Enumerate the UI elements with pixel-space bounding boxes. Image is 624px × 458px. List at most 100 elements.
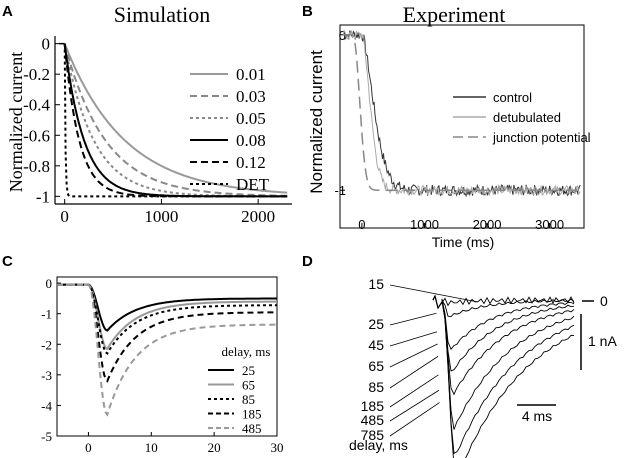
panel-d-trace-label: 85: [368, 379, 384, 395]
panel-a-legend-label: DET: [236, 175, 270, 194]
panel-d-trace-785: [432, 294, 575, 458]
panel-c-series-65: [57, 283, 277, 351]
panel-a-legend-label: 0.05: [236, 109, 266, 128]
panel-c-xtick-label: 0: [85, 440, 92, 455]
panel-b-series-junction-potential: [343, 34, 581, 191]
panel-d-trace-label: 485: [361, 412, 385, 428]
panel-c-ytick-label: -2: [41, 337, 52, 352]
panel-b-legend: control detubulated junction potential: [453, 90, 591, 145]
panel-a-ytick-label: -0.2: [23, 65, 50, 84]
panel-d-zero-label: 0: [600, 293, 608, 309]
panel-a-legend-label: 0.03: [236, 87, 266, 106]
panel-c-xtick-label: 10: [145, 440, 158, 455]
panel-b-xtick-label: 2000: [473, 217, 502, 232]
panel-d-trace-label: 15: [368, 276, 384, 292]
panel-a-ytick-label: -0.8: [23, 157, 50, 176]
panel-b-legend-label: junction potential: [492, 130, 591, 145]
panel-a-ytick-label: -1: [36, 187, 50, 206]
panel-a-xtick-label: 0: [60, 207, 69, 226]
panel-b-frame: [339, 24, 585, 229]
panel-d-trace-label: 185: [361, 398, 385, 414]
panel-c-axes: 0 -1 -2 -3 -4 -5 0 10 20 30: [41, 276, 283, 455]
panel-a-axes: 0 -0.2 -0.4 -0.6 -0.8 -1 0 1000 2000: [23, 35, 292, 226]
panel-c-xtick-label: 30: [271, 440, 284, 455]
panel-letter-c: C: [2, 253, 13, 270]
panel-d-plot: [432, 294, 575, 458]
panel-d-leader-485: [389, 389, 440, 422]
panel-a-series-0.03: [63, 43, 288, 197]
panel-c-ytick-label: -1: [41, 307, 52, 322]
panel-c-legend-label: 25: [242, 363, 255, 378]
panel-c-series-485: [57, 283, 277, 417]
panel-a-xtick-label: 2000: [241, 207, 275, 226]
panel-b-xlabel: Time (ms): [432, 234, 494, 250]
panel-c-ytick-label: -4: [41, 398, 52, 413]
panel-b-series-detubulated: [342, 29, 581, 197]
panel-a-series-DET: [63, 43, 288, 198]
panel-a-ytick-label: -0.4: [23, 96, 50, 115]
panel-d-legend-title: delay, ms: [349, 437, 408, 453]
panel-a-legend-label: 0.08: [236, 131, 266, 150]
panel-d-trace-85: [432, 294, 575, 396]
panel-b-title: Experiment: [403, 2, 506, 27]
panel-c-legend-label: 185: [242, 407, 262, 422]
panel-c-ytick-label: -3: [41, 368, 52, 383]
panel-b-ytick-label: -1: [334, 183, 346, 198]
panel-b-ylabel: Normalized current: [307, 50, 326, 194]
panel-c-plot: [57, 283, 277, 417]
panel-b-xtick-label: 3000: [535, 217, 564, 232]
panel-d-time-scalebar-label: 4 ms: [522, 408, 552, 424]
panel-a-legend: 0.01 0.03 0.05 0.08 0.12 DET: [190, 65, 270, 194]
panel-letter-a: A: [2, 3, 13, 20]
panel-a-ytick-label: 0: [42, 35, 51, 54]
panel-b: B Experiment Normalized current Time (ms…: [302, 2, 591, 250]
panel-c-legend-title: delay, ms: [222, 344, 271, 359]
panel-d-leader-25: [389, 312, 437, 326]
panel-c-legend-label: 65: [242, 378, 255, 393]
panel-c-series-85: [57, 283, 277, 355]
panel-d-trace-label: 65: [368, 358, 384, 374]
panel-d-leader-785: [389, 402, 440, 437]
panel-a-ylabel: Normalized current: [6, 52, 26, 192]
panel-a-title: Simulation: [114, 2, 211, 27]
panel-d-leader-85: [389, 356, 439, 389]
panel-d-leader-65: [389, 343, 438, 368]
panel-a-xtick-label: 1000: [144, 207, 178, 226]
panel-d-trace-65: [432, 294, 575, 372]
panel-d-leader-185: [389, 374, 439, 408]
panel-d-trace-label: 25: [368, 316, 384, 332]
panel-c-frame: [56, 276, 278, 437]
panel-c-ytick-label: 0: [46, 276, 53, 291]
panel-d-leader-15: [389, 284, 479, 303]
panel-a-plot: [58, 42, 288, 198]
panel-b-axes: 0 -1 0 1000 2000 3000: [334, 24, 585, 232]
panel-a-legend-label: 0.12: [236, 153, 266, 172]
panel-d-leader-45: [389, 331, 438, 347]
panel-d-current-scalebar-label: 1 nA: [588, 333, 617, 349]
panel-d-trace-185: [432, 294, 575, 430]
panel-letter-b: B: [302, 3, 313, 20]
panel-a-ytick-label: -0.6: [23, 126, 50, 145]
panel-b-ytick-label: 0: [339, 28, 346, 43]
panel-a-series-0.01: [63, 43, 288, 194]
panel-c-series-185: [57, 283, 277, 383]
panel-d-trace-45: [432, 294, 575, 351]
panel-c: C 0 -1 -2 -3 -4 -5 0 10 20 30 delay, ms 256585185…: [2, 253, 284, 455]
panel-d-trace-label: 45: [368, 337, 384, 353]
panel-c-legend-label: 485: [242, 421, 262, 436]
panel-d-trace-485: [432, 294, 575, 455]
panel-b-legend-label: control: [493, 90, 532, 105]
panel-c-legend-label: 85: [242, 392, 255, 407]
panel-c-ytick-label: -5: [41, 429, 52, 444]
panel-letter-d: D: [302, 253, 313, 270]
panel-d-trace-label: 785: [361, 427, 385, 443]
panel-b-xtick-label: 1000: [410, 217, 439, 232]
panel-b-legend-label: detubulated: [493, 110, 561, 125]
panel-d-trace-25: [432, 294, 575, 318]
panel-c-xtick-label: 20: [208, 440, 221, 455]
